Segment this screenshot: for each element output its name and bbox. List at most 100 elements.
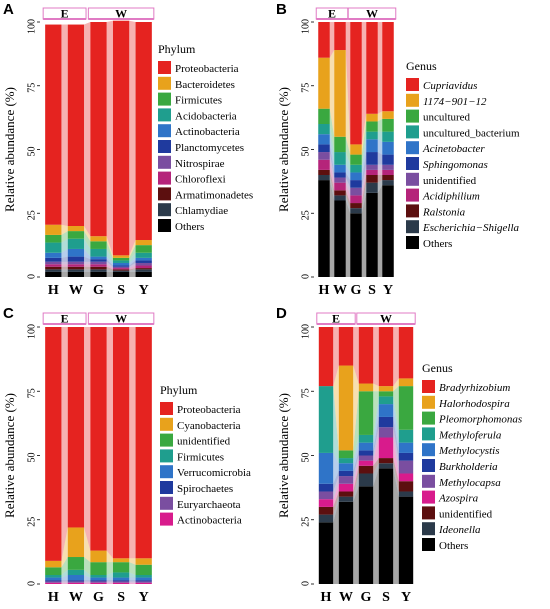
- legend-swatch: [160, 465, 173, 479]
- legend-label: Ideonella: [438, 524, 481, 536]
- legend-swatch: [158, 124, 171, 138]
- bar-segment: [45, 269, 62, 272]
- flow-ribbon: [361, 152, 367, 188]
- flow-ribbon: [377, 22, 383, 114]
- flow-ribbon: [373, 404, 379, 451]
- bar-segment: [318, 483, 334, 492]
- bar-segment: [398, 327, 414, 379]
- bar-segment: [112, 582, 130, 584]
- flow-ribbon: [333, 452, 339, 484]
- flow-ribbon: [84, 581, 91, 583]
- bar-segment: [45, 327, 62, 561]
- y-tick-label: 75: [26, 83, 37, 93]
- flow-ribbon: [61, 527, 68, 568]
- flow-ribbon: [84, 327, 91, 551]
- legend-label: uncultured_bacterium: [423, 127, 520, 139]
- bar-segment: [135, 260, 152, 263]
- flow-ribbon: [84, 271, 91, 277]
- legend-swatch: [158, 140, 171, 153]
- flow-ribbon: [373, 327, 379, 387]
- legend-swatch: [406, 172, 419, 186]
- flow-ribbon: [129, 20, 136, 256]
- flow-ribbon: [333, 476, 339, 500]
- flow-ribbon: [333, 501, 339, 584]
- bar-segment: [398, 386, 414, 430]
- x-tick-label: G: [361, 590, 372, 605]
- y-tick-label: 25: [26, 210, 37, 220]
- x-tick-label: W: [333, 283, 347, 298]
- bar-segment: [135, 262, 152, 266]
- legend-swatch: [422, 395, 435, 409]
- flow-ribbon: [61, 266, 68, 270]
- legend-label: uncultured: [423, 112, 471, 124]
- flow-ribbon: [84, 580, 91, 582]
- group-header-underline: [88, 18, 154, 20]
- bar-segment: [90, 264, 107, 267]
- y-tick-label: 25: [300, 517, 311, 527]
- bar-segment: [334, 164, 346, 173]
- y-tick-label: 100: [300, 19, 311, 34]
- legend-label: Bacteroidetes: [175, 79, 235, 91]
- legend-label: Halorhodospira: [438, 398, 510, 410]
- bar-segment: [318, 108, 330, 124]
- bar-segment: [45, 580, 62, 582]
- bar-segment: [135, 252, 152, 258]
- legend-swatch: [158, 203, 171, 217]
- flow-ribbon: [353, 486, 359, 584]
- bar-segment: [318, 386, 334, 453]
- bar-segment: [350, 164, 362, 173]
- legend-swatch: [422, 474, 435, 488]
- flow-ribbon: [84, 269, 91, 272]
- bar-segment: [338, 470, 354, 477]
- group-label: E: [332, 312, 340, 326]
- flow-ribbon: [373, 383, 379, 392]
- bar-segment: [135, 564, 152, 576]
- flow-ribbon: [393, 427, 399, 474]
- y-tick-label: 50: [300, 147, 311, 157]
- y-tick-label: 75: [300, 388, 311, 398]
- flow-ribbon: [329, 159, 335, 191]
- bar-segment: [67, 261, 85, 265]
- flow-ribbon: [353, 450, 359, 477]
- flow-ribbon: [345, 22, 351, 145]
- bar-segment: [350, 203, 362, 209]
- flow-ribbon: [106, 241, 113, 261]
- bar-segment: [67, 527, 85, 558]
- bar-segment: [112, 266, 130, 269]
- y-tick-label: 0: [26, 581, 37, 586]
- flow-ribbon: [106, 550, 113, 563]
- flow-ribbon: [61, 581, 68, 583]
- x-tick-label: W: [339, 590, 353, 605]
- y-axis-label: Relative abundance (%): [276, 87, 291, 212]
- flow-ribbon: [106, 580, 113, 582]
- bar-segment: [318, 514, 334, 523]
- bar-segment: [350, 208, 362, 214]
- bar-segment: [366, 22, 378, 114]
- flow-ribbon: [61, 582, 68, 584]
- flow-ribbon: [333, 470, 339, 492]
- flow-ribbon: [361, 164, 367, 196]
- bar-segment: [358, 327, 374, 384]
- bar-segment: [112, 269, 130, 271]
- legend-label: Firmicutes: [177, 451, 224, 463]
- legend-label: Proteobacteria: [177, 404, 241, 416]
- legend-label: Spirochaetes: [177, 483, 233, 495]
- flow-ribbon: [345, 190, 351, 209]
- bar-segment: [358, 450, 374, 456]
- bar-segment: [318, 159, 330, 170]
- y-tick-label: 50: [26, 147, 37, 157]
- bar-segment: [67, 575, 85, 581]
- bar-segment: [90, 259, 107, 262]
- flow-ribbon: [61, 580, 68, 582]
- bar-segment: [334, 195, 346, 201]
- y-tick-label: 75: [300, 83, 311, 93]
- flow-ribbon: [129, 240, 136, 258]
- flow-ribbon: [333, 365, 339, 451]
- flow-ribbon: [129, 581, 136, 583]
- bar-segment: [90, 271, 107, 277]
- legend-swatch: [158, 76, 171, 90]
- legend-label: Acidobacteria: [175, 110, 237, 122]
- bar-segment: [318, 522, 334, 584]
